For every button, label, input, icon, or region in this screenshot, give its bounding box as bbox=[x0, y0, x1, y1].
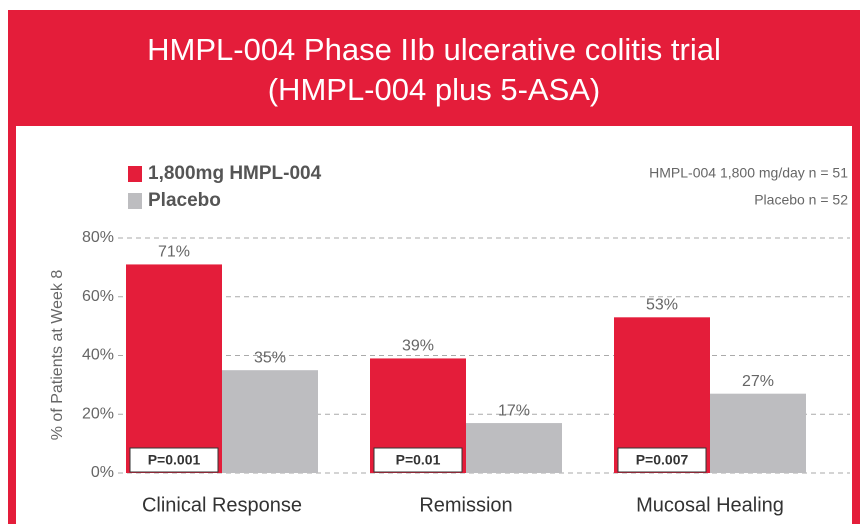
p-value-box bbox=[373, 447, 463, 473]
legend-label: Placebo bbox=[148, 190, 221, 211]
legend-label: 1,800mg HMPL-004 bbox=[148, 163, 322, 184]
y-tick-label: 60% bbox=[82, 288, 114, 305]
value-label: 71% bbox=[158, 244, 190, 261]
p-value-box bbox=[617, 447, 707, 473]
y-tick-label: 0% bbox=[91, 464, 114, 481]
y-tick-label: 20% bbox=[82, 405, 114, 422]
bar bbox=[710, 393, 806, 473]
bar bbox=[614, 317, 710, 473]
value-label: 17% bbox=[498, 402, 530, 419]
legend-swatch bbox=[128, 193, 142, 209]
note: Placebo n = 52 bbox=[754, 192, 848, 208]
bar bbox=[126, 264, 222, 473]
p-value: P=0.01 bbox=[396, 452, 441, 468]
bar bbox=[222, 370, 318, 473]
value-label: 53% bbox=[646, 297, 678, 314]
p-value-box bbox=[129, 447, 219, 473]
note: HMPL-004 1,800 mg/day n = 51 bbox=[649, 165, 848, 181]
legend-swatch bbox=[128, 166, 142, 182]
y-axis-label: % of Patients at Week 8 bbox=[49, 270, 66, 441]
value-label: 35% bbox=[254, 349, 286, 366]
chart-title: HMPL-004 Phase IIb ulcerative colitis tr… bbox=[147, 32, 721, 67]
p-value: P=0.001 bbox=[148, 452, 201, 468]
bar bbox=[466, 423, 562, 473]
x-tick-label: Remission bbox=[419, 494, 512, 516]
value-label: 27% bbox=[742, 373, 774, 390]
y-tick-label: 80% bbox=[82, 229, 114, 246]
chart-subtitle: (HMPL-004 plus 5-ASA) bbox=[268, 72, 601, 107]
p-value: P=0.007 bbox=[636, 452, 689, 468]
y-tick-label: 40% bbox=[82, 347, 114, 364]
value-label: 39% bbox=[402, 338, 434, 355]
x-tick-label: Clinical Response bbox=[142, 494, 302, 516]
x-tick-label: Mucosal Healing bbox=[636, 494, 784, 516]
